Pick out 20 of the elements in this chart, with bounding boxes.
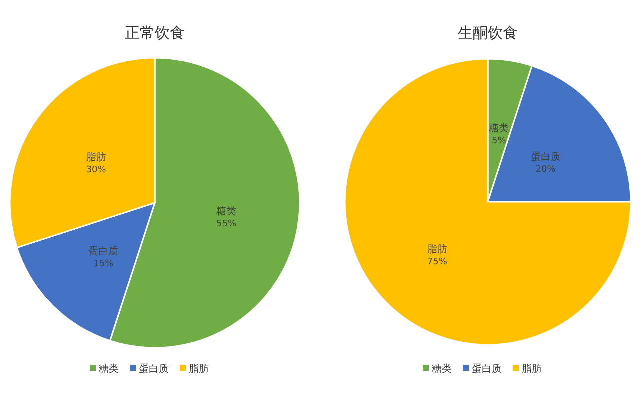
legend-label: 蛋白质 xyxy=(472,363,502,375)
chart-title: 生酮饮食 xyxy=(458,24,518,42)
slice-label: 蛋白质 xyxy=(530,150,561,163)
data-label: 55% xyxy=(216,219,238,230)
slice-label: 脂肪 xyxy=(86,151,106,164)
legend-label: 脂肪 xyxy=(189,363,209,375)
data-label: 75% xyxy=(427,258,448,268)
legend-label: 糖类 xyxy=(432,363,452,375)
data-label: 20% xyxy=(536,164,556,175)
data-label: 15% xyxy=(94,259,114,270)
slice-label: 糖类 xyxy=(216,205,237,218)
legend-label: 蛋白质 xyxy=(139,363,169,375)
slice-label: 脂肪 xyxy=(427,244,448,256)
legend-label: 脂肪 xyxy=(522,363,542,375)
slice-label: 蛋白质 xyxy=(88,245,119,258)
chart-title: 正常饮食 xyxy=(125,24,185,42)
data-label: 5% xyxy=(492,136,507,146)
legend-label: 糖类 xyxy=(99,363,119,375)
slice-label: 糖类 xyxy=(489,122,510,134)
data-label: 30% xyxy=(86,165,107,176)
